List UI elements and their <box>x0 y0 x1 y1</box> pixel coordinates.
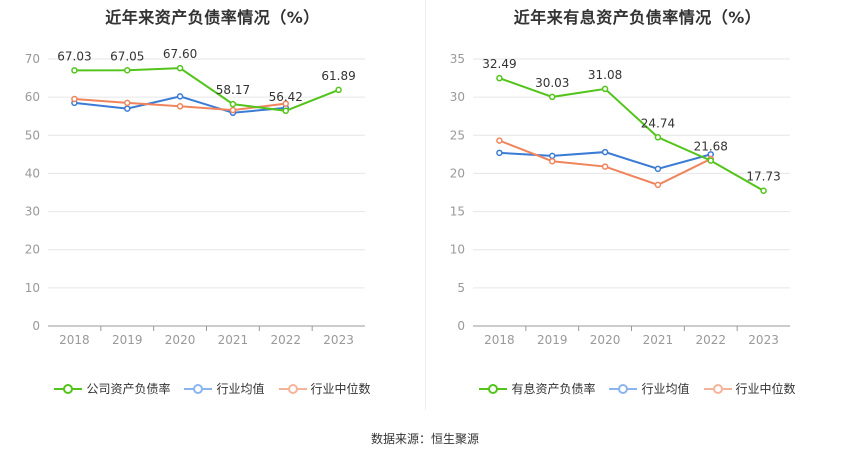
data-point <box>654 181 662 189</box>
chart-left-plot: 0 10 20 30 40 50 60 70 2018 2019 2020 2021 2022 2023 6… <box>25 47 365 347</box>
data-label: 24.74 <box>641 116 675 130</box>
y-tick-label: 30 <box>25 205 40 219</box>
legend-line-icon <box>609 383 638 394</box>
legend-line-icon <box>703 383 732 394</box>
y-tick-label: 10 <box>25 281 40 295</box>
series-line <box>499 77 765 192</box>
y-tick-label: 35 <box>450 52 465 66</box>
x-tick-label: 2019 <box>537 333 568 347</box>
data-source-note: 数据来源：恒生聚源 <box>370 432 479 446</box>
data-point <box>176 64 184 72</box>
legend-item-company-debt-ratio[interactable]: 公司资产负债率 <box>54 380 170 397</box>
chart-title-right: 近年来有息资产负债率情况（%） <box>513 8 762 27</box>
data-label: 56.42 <box>269 90 303 104</box>
legend-label: 有息资产负债率 <box>511 382 596 396</box>
data-point <box>760 187 767 194</box>
data-point <box>176 93 184 100</box>
data-point <box>654 165 662 173</box>
legend-right: 有息资产负债率 行业均值 行业中位数 <box>425 380 850 397</box>
data-label: 58.17 <box>216 83 250 97</box>
legend-line-icon <box>184 383 213 394</box>
y-tick-label: 5 <box>457 281 465 295</box>
data-label: 21.68 <box>694 140 728 154</box>
data-label: 67.05 <box>110 49 144 63</box>
chart-right-plot: 0 5 10 15 20 25 30 35 2018 2019 2020 2021 2022 2023 32… <box>450 52 790 347</box>
legend-item-industry-average[interactable]: 行业均值 <box>184 380 265 397</box>
y-tick-label: 0 <box>457 319 465 333</box>
data-point <box>601 163 609 170</box>
chart-left: 近年来资产负债率情况（%） 0 10 20 30 40 50 60 70 2018 2019 202… <box>0 0 425 420</box>
legend-label: 行业中位数 <box>735 382 796 396</box>
y-tick-label: 10 <box>450 243 465 257</box>
y-tick-label: 40 <box>25 166 40 180</box>
y-tick-label: 20 <box>25 243 40 257</box>
legend-left: 公司资产负债率 行业均值 行业中位数 <box>0 380 425 397</box>
data-point <box>601 85 609 93</box>
legend-item-interest-bearing-debt-ratio[interactable]: 有息资产负债率 <box>479 380 595 397</box>
y-tick-label: 30 <box>450 90 465 104</box>
legend-label: 行业均值 <box>216 382 265 396</box>
data-point <box>176 103 184 110</box>
data-point <box>282 107 289 115</box>
data-point <box>335 86 342 94</box>
data-point <box>124 67 131 74</box>
data-label: 30.03 <box>535 76 569 90</box>
data-point <box>496 137 503 144</box>
data-label: 67.60 <box>163 47 197 61</box>
x-tick-label: 2022 <box>695 333 726 347</box>
legend-line-icon <box>54 383 83 394</box>
data-label: 67.03 <box>57 49 91 63</box>
x-tick-label: 2020 <box>590 333 621 347</box>
data-point <box>549 157 556 165</box>
data-label: 61.89 <box>321 69 355 83</box>
y-tick-label: 15 <box>450 205 465 219</box>
data-point <box>229 106 237 114</box>
legend-item-industry-median[interactable]: 行业中位数 <box>703 380 796 397</box>
x-tick-label: 2018 <box>59 333 90 347</box>
legend-label: 行业均值 <box>641 382 690 396</box>
x-tick-label: 2018 <box>484 333 515 347</box>
data-point <box>707 157 714 164</box>
panel-divider <box>425 0 426 410</box>
data-label: 17.73 <box>746 170 780 184</box>
x-tick-label: 2020 <box>165 333 196 347</box>
data-point <box>496 74 503 82</box>
data-point <box>654 134 662 141</box>
y-tick-label: 70 <box>25 52 40 66</box>
y-tick-label: 20 <box>450 166 465 180</box>
data-point <box>124 105 131 112</box>
data-point <box>496 149 503 157</box>
x-tick-label: 2022 <box>270 333 301 347</box>
data-point <box>124 99 131 107</box>
y-tick-label: 60 <box>25 90 40 104</box>
data-label: 31.08 <box>588 68 622 82</box>
y-tick-label: 25 <box>450 128 465 142</box>
y-tick-label: 50 <box>25 128 40 142</box>
x-tick-label: 2023 <box>323 333 354 347</box>
data-point <box>549 93 556 101</box>
legend-label: 行业中位数 <box>310 382 371 396</box>
x-tick-label: 2019 <box>112 333 143 347</box>
series-line <box>74 67 339 112</box>
data-point <box>601 148 609 156</box>
chart-right: 近年来有息资产负债率情况（%） 0 5 10 15 20 25 30 35 2018 2019 20… <box>425 0 850 420</box>
x-tick-label: 2023 <box>748 333 779 347</box>
legend-line-icon <box>479 383 508 394</box>
data-point <box>282 100 289 107</box>
data-label: 32.49 <box>482 57 516 71</box>
legend-label: 公司资产负债率 <box>86 382 171 396</box>
x-tick-label: 2021 <box>218 333 249 347</box>
data-point <box>229 100 237 108</box>
legend-line-icon <box>278 383 307 394</box>
data-point <box>71 95 78 103</box>
y-tick-label: 0 <box>32 319 40 333</box>
x-tick-label: 2021 <box>643 333 674 347</box>
data-point <box>71 67 78 74</box>
legend-item-industry-median[interactable]: 行业中位数 <box>278 380 371 397</box>
data-point <box>549 152 556 160</box>
chart-title-left: 近年来资产负债率情况（%） <box>105 8 320 27</box>
legend-item-industry-average[interactable]: 行业均值 <box>609 380 690 397</box>
